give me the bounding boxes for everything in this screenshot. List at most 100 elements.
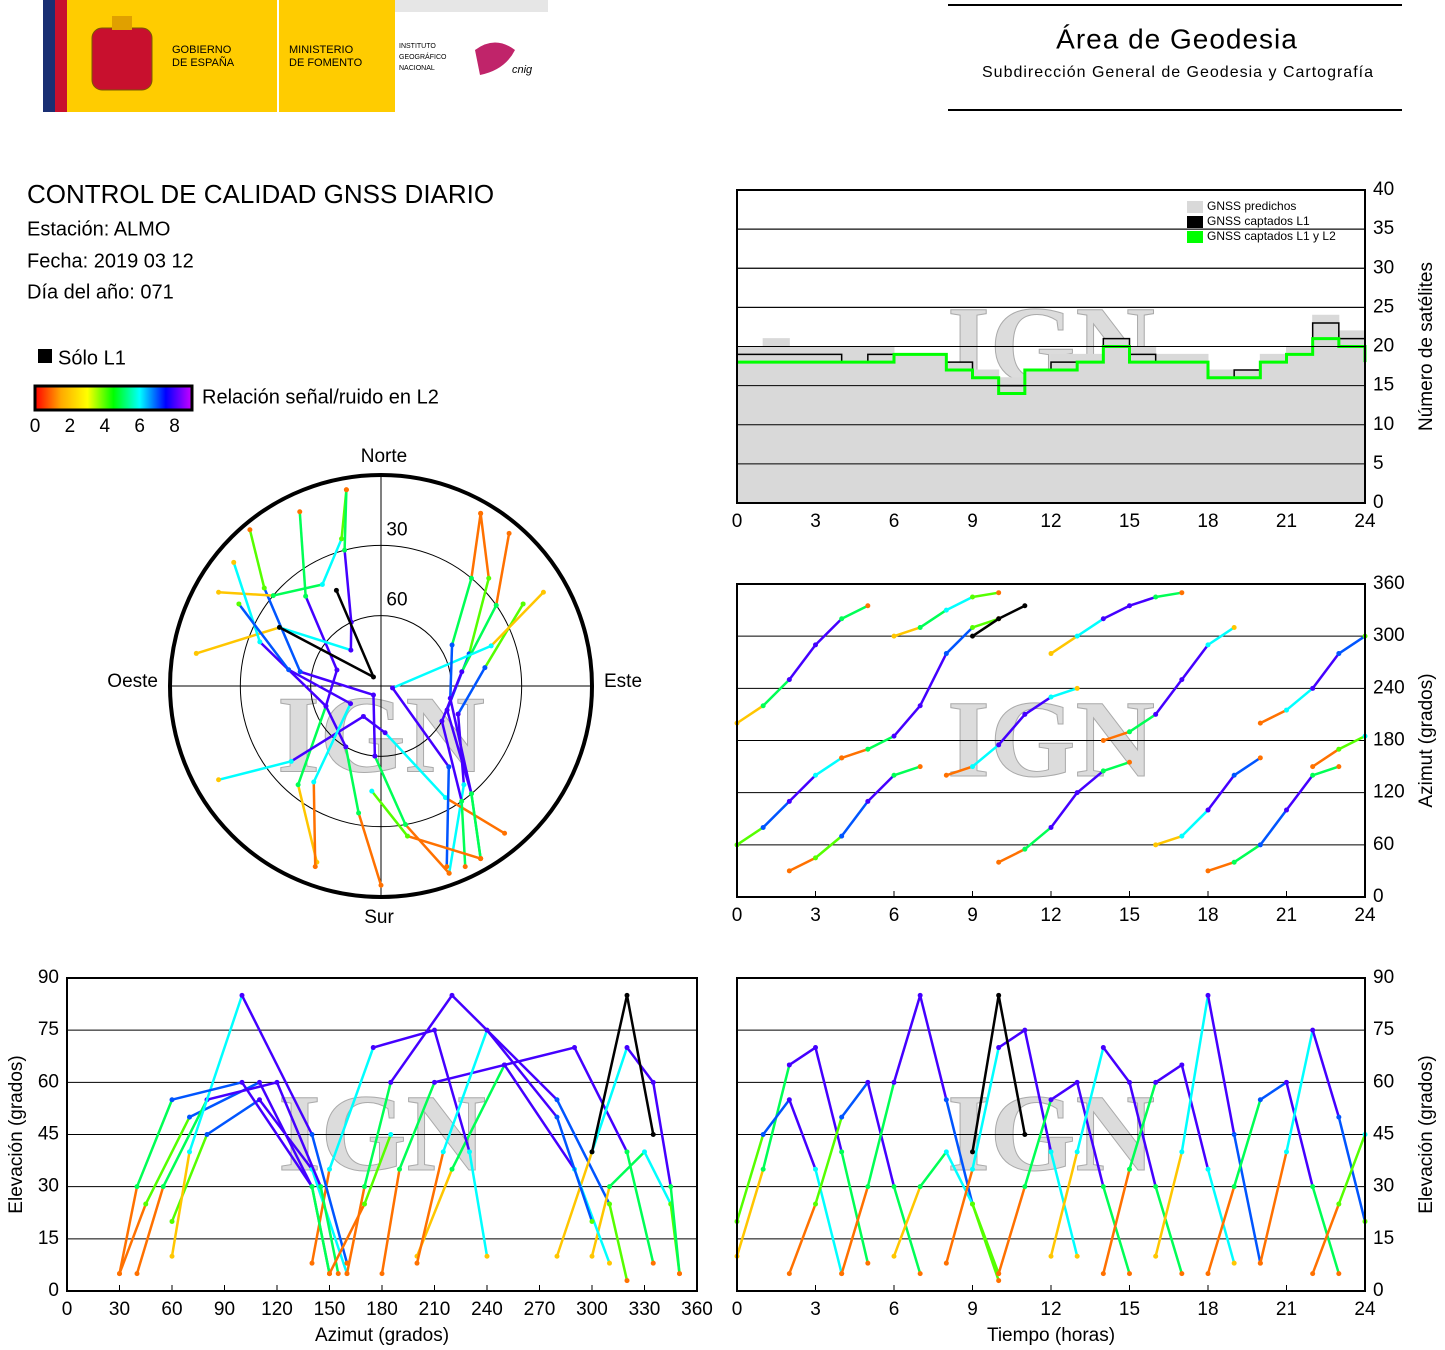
y-tick-label: 90 xyxy=(38,967,59,988)
x-axis-label: Tiempo (horas) xyxy=(987,1325,1115,1346)
track-segment xyxy=(450,577,473,646)
track-segment xyxy=(1285,687,1314,712)
track-segment xyxy=(1285,1029,1314,1153)
x-tick-label: 3 xyxy=(810,511,821,532)
track-segment xyxy=(449,644,454,699)
track-segment xyxy=(625,995,655,1135)
track-segment xyxy=(328,1047,375,1170)
track-point xyxy=(369,788,375,794)
l1-only-label: Sólo L1 xyxy=(58,347,126,369)
y-tick-label: 30 xyxy=(38,1176,59,1197)
track-segment xyxy=(218,760,292,781)
watermark: IGN xyxy=(278,1072,486,1194)
x-tick-label: 0 xyxy=(732,511,743,532)
track-segment xyxy=(296,705,328,786)
track-segment xyxy=(470,513,482,579)
y-tick-label: 360 xyxy=(1373,573,1405,594)
ministry-text: MINISTERIO xyxy=(289,44,354,56)
track-point xyxy=(297,509,303,515)
legend-swatch xyxy=(1187,201,1203,213)
track-segment xyxy=(1050,1081,1078,1101)
x-tick-label: 6 xyxy=(889,1299,900,1320)
x-tick-label: 360 xyxy=(681,1299,713,1320)
track-segment xyxy=(1049,1151,1079,1257)
track-segment xyxy=(555,1099,611,1205)
track-segment xyxy=(479,513,490,579)
track-segment xyxy=(1311,1029,1341,1118)
track-segment xyxy=(1232,1099,1262,1188)
colorbar-tick: 6 xyxy=(134,416,145,437)
track-point xyxy=(917,1271,923,1277)
date: Fecha: 2019 03 12 xyxy=(27,250,194,272)
colorbar-tick: 0 xyxy=(30,416,41,437)
track-segment xyxy=(404,823,451,875)
track-segment xyxy=(997,1186,1027,1274)
track-segment xyxy=(1311,652,1340,690)
y-tick-label: 0 xyxy=(1373,886,1384,907)
x-tick-label: 0 xyxy=(732,905,743,926)
direction-label: Oeste xyxy=(107,671,158,692)
track-segment xyxy=(918,995,948,1101)
track-point xyxy=(996,1278,1002,1284)
track-segment xyxy=(392,644,492,690)
track-segment xyxy=(945,626,974,655)
y-tick-label: 0 xyxy=(1373,492,1384,513)
track-segment xyxy=(1155,834,1183,847)
l1-only-swatch xyxy=(38,349,52,363)
track-segment xyxy=(258,641,327,707)
track-segment xyxy=(1075,1047,1105,1153)
track-segment xyxy=(945,765,973,777)
track-segment xyxy=(1154,678,1183,716)
track-segment xyxy=(319,1186,340,1274)
track-segment xyxy=(1154,1063,1183,1084)
track-segment xyxy=(1102,1186,1131,1274)
track-segment xyxy=(373,755,407,826)
track-segment xyxy=(272,583,323,597)
track-segment xyxy=(814,617,843,646)
y-tick-label: 20 xyxy=(1373,336,1394,357)
track-segment xyxy=(1259,809,1288,846)
track-segment xyxy=(590,1047,629,1153)
track-segment xyxy=(998,848,1026,864)
y-axis-label: Elevación (grados) xyxy=(1416,1055,1437,1213)
track-segment xyxy=(735,1134,765,1222)
track-segment xyxy=(232,562,262,643)
y-tick-label: 0 xyxy=(1373,1280,1384,1301)
track-point xyxy=(607,1260,612,1266)
track-segment xyxy=(1128,1082,1157,1187)
x-tick-label: 210 xyxy=(419,1299,451,1320)
track-segment xyxy=(135,1186,165,1274)
track-segment xyxy=(997,995,1027,1135)
x-tick-label: 0 xyxy=(732,1299,743,1320)
track-segment xyxy=(1206,1186,1236,1274)
station: Estación: ALMO xyxy=(27,218,170,240)
x-tick-label: 15 xyxy=(1119,511,1140,532)
x-tick-label: 150 xyxy=(314,1299,346,1320)
track-segment xyxy=(573,1046,629,1153)
track-segment xyxy=(736,826,764,846)
track-segment xyxy=(328,1203,366,1275)
track-segment xyxy=(1154,1186,1184,1274)
track-segment xyxy=(1154,1151,1184,1257)
direction-label: Este xyxy=(604,671,642,692)
track-segment xyxy=(504,1046,575,1067)
track-segment xyxy=(971,1203,1000,1275)
x-tick-label: 30 xyxy=(109,1299,130,1320)
track-segment xyxy=(372,1028,435,1049)
subdirection: Subdirección General de Geodesia y Carto… xyxy=(982,64,1374,81)
track-segment xyxy=(997,1029,1026,1049)
x-tick-label: 300 xyxy=(576,1299,608,1320)
x-tick-label: 0 xyxy=(62,1299,73,1320)
y-tick-label: 180 xyxy=(1373,730,1405,751)
track-segment xyxy=(788,1203,817,1275)
track-segment xyxy=(449,697,473,795)
track-point xyxy=(1022,603,1028,609)
x-tick-label: 3 xyxy=(810,905,821,926)
track-segment xyxy=(206,1081,278,1101)
track-point xyxy=(917,764,923,770)
y-tick-label: 75 xyxy=(38,1019,59,1040)
y-tick-label: 10 xyxy=(1373,414,1394,435)
y-tick-label: 5 xyxy=(1373,453,1384,474)
track-segment xyxy=(762,800,791,829)
track-segment xyxy=(1206,995,1236,1135)
